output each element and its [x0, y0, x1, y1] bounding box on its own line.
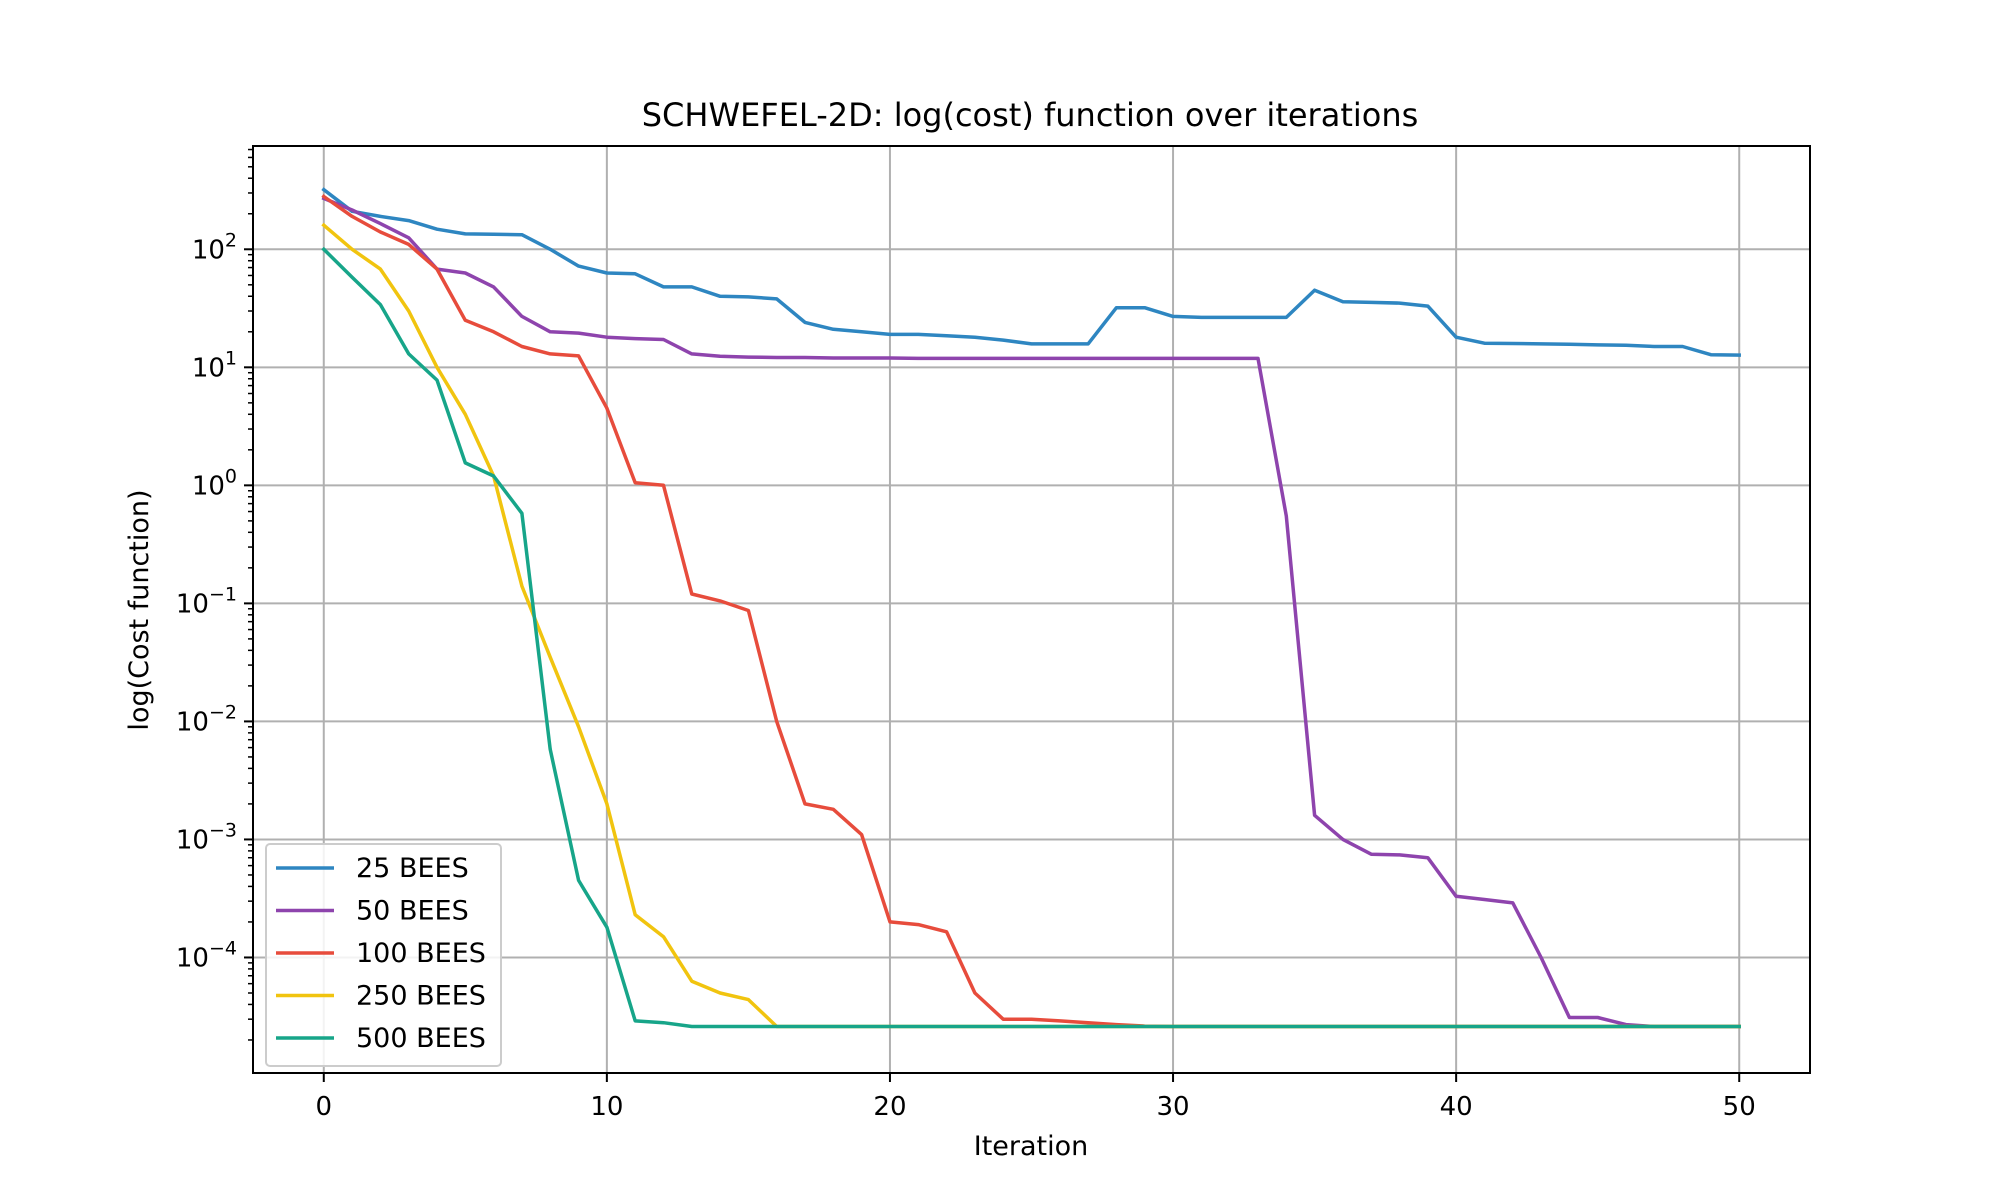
- legend-box: [265, 843, 502, 1067]
- legend-label: 25 BEES: [356, 853, 469, 884]
- x-tick-label: 50: [1723, 1092, 1756, 1122]
- x-tick-label: 40: [1440, 1092, 1473, 1122]
- series-line-500-bees: [321, 246, 1741, 1029]
- y-tick-label: 10−3: [176, 819, 237, 855]
- legend: 25 BEES 50 BEES 100 BEES 250 BEES 500 BEES: [265, 843, 502, 1067]
- y-tick-label: 10−2: [176, 701, 237, 737]
- grid-lines: [253, 146, 1810, 1073]
- y-tick-exponent: −1: [209, 583, 237, 605]
- y-tick-exponent: −3: [209, 819, 237, 841]
- y-tick-base: 10: [176, 943, 209, 973]
- y-tick-exponent: 1: [225, 347, 237, 369]
- x-axis-label: Iteration: [974, 1131, 1089, 1162]
- legend-label: 250 BEES: [356, 981, 486, 1012]
- y-tick-base: 10: [192, 235, 225, 265]
- series-line-50-bees: [321, 196, 1741, 1029]
- chart-title: SCHWEFEL-2D: log(cost) function over ite…: [642, 96, 1419, 134]
- y-tick-base: 10: [192, 353, 225, 383]
- legend-label: 100 BEES: [356, 938, 486, 969]
- y-tick-base: 10: [192, 471, 225, 501]
- legend-label: 50 BEES: [356, 896, 469, 927]
- y-tick-exponent: 2: [225, 229, 237, 251]
- y-tick-exponent: −2: [209, 701, 237, 723]
- legend-label: 500 BEES: [356, 1023, 486, 1054]
- series-lines: [321, 187, 1741, 1029]
- x-tick-label: 30: [1156, 1092, 1189, 1122]
- x-tick-label: 10: [590, 1092, 623, 1122]
- series-line-25-bees: [321, 187, 1741, 357]
- x-tick-label: 20: [873, 1092, 906, 1122]
- y-tick-base: 10: [176, 825, 209, 855]
- y-tick-base: 10: [176, 707, 209, 737]
- y-tick-label: 10−1: [176, 583, 237, 619]
- y-tick-label: 101: [192, 347, 237, 383]
- y-tick-label: 100: [192, 465, 237, 501]
- y-axis-label: log(Cost function): [124, 489, 155, 730]
- y-tick-exponent: −4: [209, 937, 237, 959]
- y-tick-exponent: 0: [225, 465, 237, 487]
- y-tick-label: 10−4: [176, 937, 237, 973]
- y-tick-label: 102: [192, 229, 237, 265]
- y-tick-base: 10: [176, 589, 209, 619]
- x-tick-label: 0: [315, 1092, 332, 1122]
